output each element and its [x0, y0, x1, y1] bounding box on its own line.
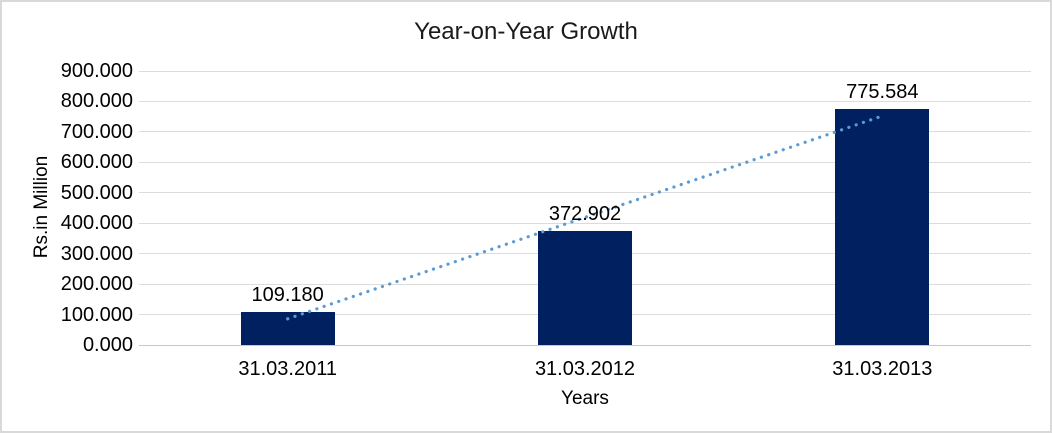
bar-2 [538, 231, 632, 345]
y-tick-label: 200.000 [60, 273, 133, 296]
gridline [139, 100, 1031, 102]
y-tick-label: 800.000 [60, 90, 133, 113]
bar-3 [835, 108, 930, 345]
y-tick-label: 600.000 [60, 151, 133, 174]
data-label: 372.902 [548, 203, 622, 226]
x-axis-line [139, 344, 1031, 346]
y-tick-label: 300.000 [60, 242, 133, 265]
y-tick-label: 0.000 [82, 334, 133, 356]
data-label: 775.584 [846, 80, 919, 103]
y-tick-label: 700.000 [60, 120, 133, 143]
data-label: 109.180 [251, 283, 324, 306]
y-tick-label: 100.000 [60, 303, 133, 326]
x-tick-label: 31.03.2013 [832, 358, 933, 380]
y-tick-label: 900.000 [60, 60, 133, 82]
chart-title: Year-on-Year Growth [414, 18, 638, 45]
bar-1 [240, 311, 335, 345]
y-tick-label: 400.000 [60, 212, 133, 235]
x-tick-label: 31.03.2012 [534, 358, 636, 380]
gridline [139, 70, 1031, 72]
x-axis-title: Years [561, 388, 609, 409]
x-tick-label: 31.03.2011 [238, 358, 337, 380]
y-tick-label: 500.000 [60, 181, 133, 204]
